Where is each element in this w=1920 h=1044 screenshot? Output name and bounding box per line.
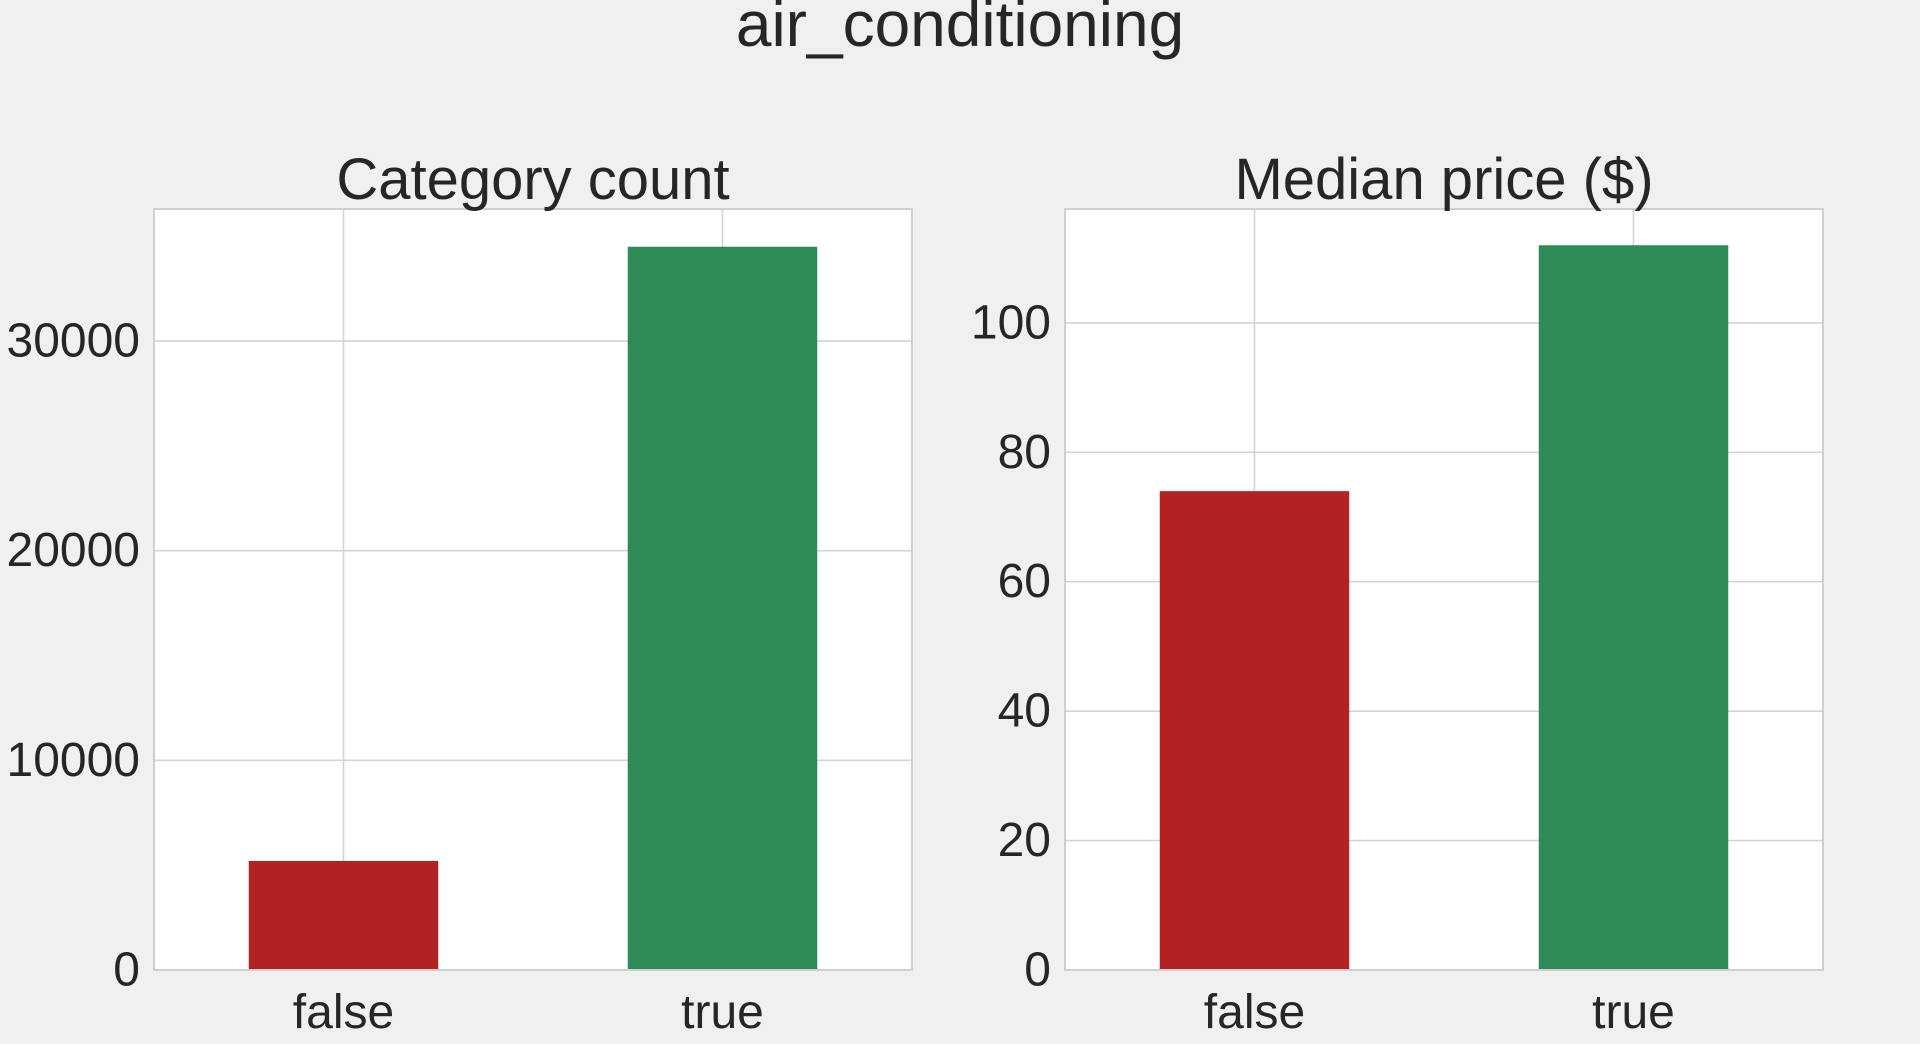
y-tick-label: 40 [998, 685, 1051, 738]
figure-title: air_conditioning [736, 0, 1184, 60]
chart-panel-2: 0 20 40 60 80 100 false true Median price ($) [971, 147, 1824, 1039]
bar-false [248, 860, 439, 970]
bar-true [1538, 245, 1729, 970]
chart-title: Category count [336, 147, 729, 212]
y-tick-label: 20000 [7, 524, 140, 577]
x-tick-label: true [681, 986, 764, 1039]
y-tick-label: 20 [998, 814, 1051, 867]
chart-title: Median price ($) [1234, 147, 1653, 212]
y-tick-label: 10000 [7, 734, 140, 787]
axes-frame [153, 208, 913, 971]
y-tick-label: 30000 [7, 315, 140, 368]
bar-false [1159, 491, 1350, 970]
x-tick-label: false [293, 986, 394, 1039]
x-tick-label: true [1592, 986, 1675, 1039]
y-tick-label: 0 [113, 944, 140, 997]
y-tick-label: 80 [998, 426, 1051, 479]
y-tick-label: 0 [1024, 944, 1051, 997]
y-tick-label: 60 [998, 555, 1051, 608]
bar-true [627, 246, 818, 970]
x-tick-label: false [1204, 986, 1305, 1039]
chart-panel-1: 0 10000 20000 30000 false true Category count [7, 147, 913, 1039]
axes-frame [1064, 208, 1824, 971]
y-tick-label: 100 [971, 296, 1051, 349]
